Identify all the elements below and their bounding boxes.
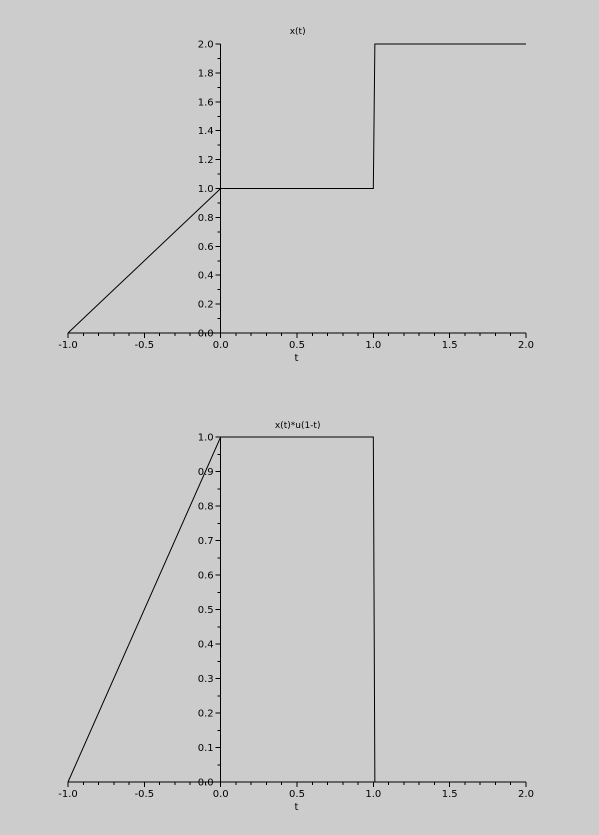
y-tick-label: 0.6 bbox=[198, 571, 214, 582]
y-tick-label: 1.8 bbox=[198, 68, 214, 79]
y-tick-label: 1.0 bbox=[198, 433, 214, 444]
y-tick-label: 1.0 bbox=[198, 184, 214, 195]
x-tick-label: 1.0 bbox=[365, 789, 381, 800]
x-tick-label: 1.5 bbox=[442, 340, 458, 351]
x-tick-label: 0.5 bbox=[289, 789, 305, 800]
x-tick-label: 2.0 bbox=[518, 340, 534, 351]
y-tick-label: 0.2 bbox=[198, 300, 214, 311]
y-tick-label: 2.0 bbox=[198, 40, 214, 51]
chart-xt-times-u: x(t)*u(1-t) -1.0 -0.5 0.0 0.5 1.0 1.5 2.0 0.0 0.1… bbox=[58, 421, 534, 813]
x-tick-label: -1.0 bbox=[58, 340, 78, 351]
y-tick-label: 0.0 bbox=[198, 778, 214, 789]
y-tick-label: 0.3 bbox=[198, 674, 214, 685]
y-tick-label: 0.8 bbox=[198, 213, 214, 224]
x-tick-label: 1.5 bbox=[442, 789, 458, 800]
y-tick-label: 0.5 bbox=[198, 605, 214, 616]
y-tick-label: 0.6 bbox=[198, 242, 214, 253]
y-tick-label: 0.2 bbox=[198, 709, 214, 720]
x-tick-label: 0.0 bbox=[213, 340, 229, 351]
x-tick-label: 0.5 bbox=[289, 340, 305, 351]
chart-xt: x(t) -1.0 -0.5 0.0 0.5 1.0 1.5 2.0 0.0 0.2 0.4 0.6 0… bbox=[58, 27, 534, 364]
y-tick-label: 0.1 bbox=[198, 743, 214, 754]
y-tick-label: 0.4 bbox=[198, 640, 214, 651]
series-line bbox=[67, 43, 526, 334]
plot-title: x(t) bbox=[290, 27, 306, 37]
y-tick-label: 1.6 bbox=[198, 97, 214, 108]
y-tick-label: 0.0 bbox=[198, 329, 214, 340]
x-tick-label: -0.5 bbox=[135, 340, 155, 351]
x-tick-label: 0.0 bbox=[213, 789, 229, 800]
y-tick-label: 1.4 bbox=[198, 126, 214, 137]
y-tick-label: 1.2 bbox=[198, 155, 214, 166]
y-tick-label: 0.9 bbox=[198, 467, 214, 478]
x-tick-label: 2.0 bbox=[518, 789, 534, 800]
y-tick-label: 0.4 bbox=[198, 271, 214, 282]
x-axis-title: t bbox=[295, 802, 299, 813]
y-tick-label: 0.8 bbox=[198, 502, 214, 513]
x-tick-label: -0.5 bbox=[135, 789, 155, 800]
y-tick-label: 0.7 bbox=[198, 536, 214, 547]
x-tick-label: -1.0 bbox=[58, 789, 78, 800]
x-axis-title: t bbox=[295, 353, 299, 364]
plot-title: x(t)*u(1-t) bbox=[275, 421, 321, 431]
series-line bbox=[67, 436, 376, 783]
x-tick-label: 1.0 bbox=[365, 340, 381, 351]
